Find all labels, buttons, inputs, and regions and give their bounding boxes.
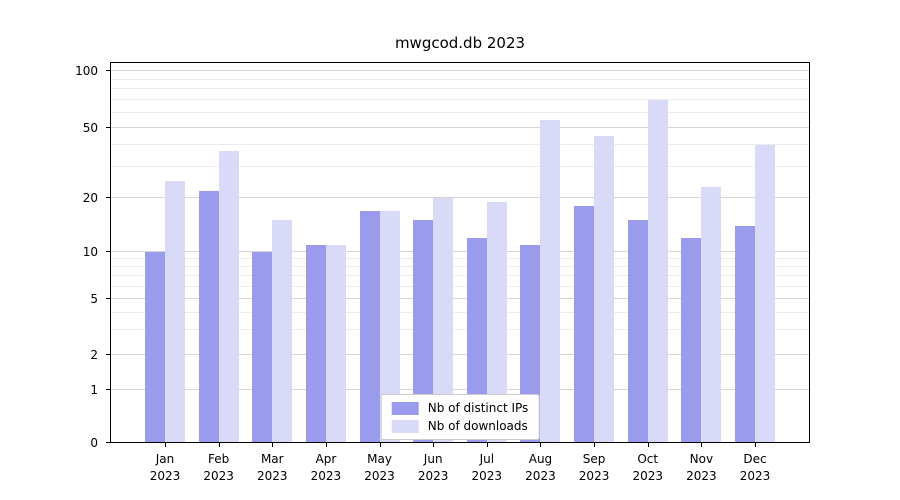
major-gridline	[110, 197, 810, 199]
bar-distinct-ips	[145, 252, 165, 443]
major-gridline	[110, 389, 810, 391]
minor-gridline	[110, 88, 810, 90]
x-tick-mark	[325, 443, 327, 447]
x-tick-label: Oct 2023	[632, 452, 663, 483]
x-tick-mark	[540, 443, 542, 447]
y-tick-label: 50	[82, 120, 98, 135]
legend-swatch-downloads	[391, 419, 419, 433]
y-tick-mark	[106, 389, 110, 391]
bar-distinct-ips	[735, 225, 755, 443]
minor-gridline	[110, 99, 810, 101]
y-tick-label: 2	[90, 348, 98, 362]
minor-gridline	[110, 285, 810, 287]
y-tick-label: 1	[90, 383, 98, 398]
y-tick-mark	[106, 70, 110, 72]
x-axis: Jan 2023 Feb 2023 Mar 2023 Apr 2023 May 2023 Jun 20…	[110, 443, 810, 493]
x-tick-label: May 2023	[364, 452, 395, 483]
bar-downloads	[218, 150, 239, 443]
x-tick-mark	[647, 443, 649, 447]
y-tick-label: 100	[75, 64, 98, 79]
x-tick-mark	[594, 443, 596, 447]
bar-downloads	[594, 135, 615, 443]
x-tick-label: Jan 2023	[149, 452, 181, 483]
y-tick-mark	[106, 251, 110, 253]
bar-downloads	[272, 220, 293, 443]
y-tick-label: 20	[82, 191, 98, 206]
legend-label-downloads: Nb of downloads	[427, 419, 528, 433]
y-axis: 0 1 2 5 10 20 50 100	[0, 62, 110, 450]
bar-downloads	[755, 145, 775, 443]
x-tick-mark	[755, 443, 756, 447]
y-tick-mark	[106, 197, 110, 199]
major-gridline	[110, 297, 810, 299]
x-tick-label: Nov 2023	[686, 452, 717, 483]
y-tick-mark	[106, 126, 110, 128]
x-tick-label: Jun 2023	[417, 452, 449, 483]
x-tick-label: Mar 2023	[256, 452, 288, 483]
minor-gridline	[110, 329, 810, 331]
bar-downloads	[540, 120, 561, 443]
legend-entry-distinct-ips: Nb of distinct IPs	[391, 401, 529, 415]
bar-downloads	[325, 244, 346, 443]
bar-distinct-ips	[627, 220, 648, 443]
minor-gridline	[110, 275, 810, 277]
x-tick-label: Feb 2023	[203, 452, 234, 483]
bar-downloads	[647, 100, 668, 443]
x-tick-label: Aug 2023	[525, 452, 556, 483]
x-tick-label: Apr 2023	[310, 452, 342, 483]
x-tick-mark	[272, 443, 274, 447]
minor-gridline	[110, 266, 810, 268]
legend-swatch-distinct-ips	[391, 401, 419, 415]
bar-distinct-ips	[681, 237, 702, 443]
minor-gridline	[110, 78, 810, 80]
bar-distinct-ips	[413, 220, 434, 443]
bar-distinct-ips	[466, 237, 487, 443]
bars-layer	[110, 62, 810, 443]
legend-label-distinct-ips: Nb of distinct IPs	[427, 401, 529, 415]
x-tick-mark	[379, 443, 381, 447]
y-tick-label: 10	[82, 245, 98, 260]
major-gridline	[110, 354, 810, 355]
minor-gridline	[110, 144, 810, 145]
bar-downloads	[165, 180, 185, 443]
bar-distinct-ips	[305, 244, 326, 443]
y-tick-label: 0	[90, 436, 98, 450]
x-tick-mark	[701, 443, 703, 447]
gridlines-layer	[110, 62, 810, 443]
y-tick-label: 5	[90, 291, 98, 306]
chart-title: mwgcod.db 2023	[394, 34, 526, 52]
bar-downloads	[433, 198, 454, 443]
bar-distinct-ips	[252, 252, 273, 443]
minor-gridline	[110, 166, 810, 167]
bar-downloads	[379, 210, 400, 443]
major-gridline	[110, 126, 810, 128]
minor-gridline	[110, 311, 810, 313]
bar-distinct-ips	[520, 244, 541, 443]
major-gridline	[110, 251, 810, 253]
x-tick-mark	[486, 443, 488, 447]
minor-gridline	[110, 258, 810, 260]
x-tick-label: Sep 2023	[578, 452, 610, 483]
x-tick-label: Jul 2023	[471, 452, 503, 483]
x-tick-mark	[165, 443, 166, 447]
x-tick-mark	[218, 443, 220, 447]
major-gridline	[110, 70, 810, 72]
bar-distinct-ips	[359, 210, 380, 443]
bar-downloads	[701, 187, 722, 443]
legend: Nb of distinct IPs Nb of downloads	[380, 394, 540, 440]
plot-area: Nb of distinct IPs Nb of downloads	[110, 62, 810, 443]
x-tick-mark	[433, 443, 435, 447]
y-tick-mark	[106, 297, 110, 299]
bar-distinct-ips	[574, 206, 595, 443]
x-tick-label: Dec 2023	[739, 452, 771, 483]
legend-entry-downloads: Nb of downloads	[391, 419, 529, 433]
y-tick-mark	[106, 354, 110, 355]
bar-distinct-ips	[198, 190, 219, 443]
y-tick-mark	[106, 442, 110, 443]
minor-gridline	[110, 111, 810, 113]
bar-downloads	[486, 202, 507, 443]
